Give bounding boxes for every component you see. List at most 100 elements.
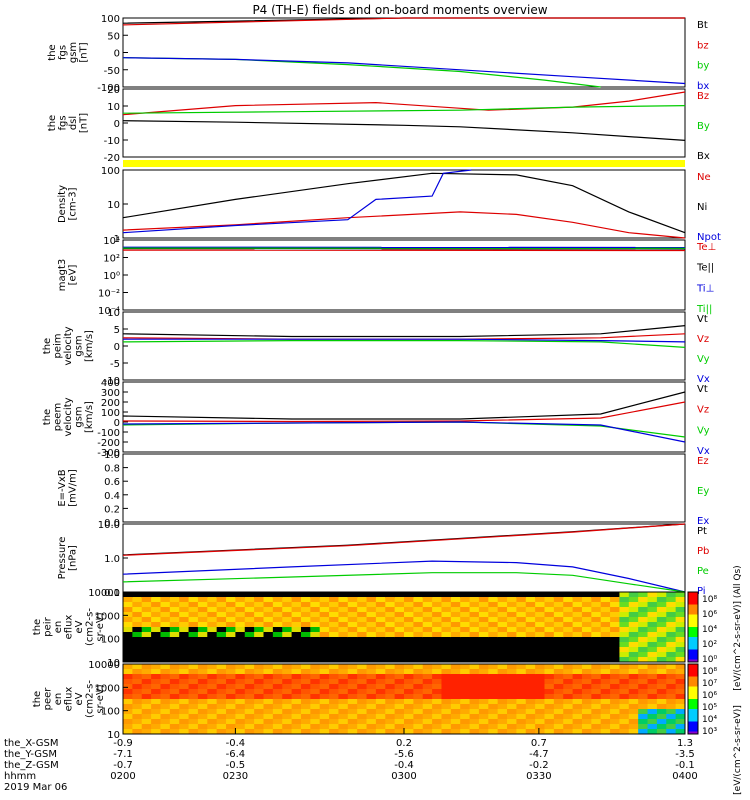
spectrogram-cell	[516, 719, 527, 725]
spectrogram-cell	[647, 622, 658, 628]
spectrogram-cell	[179, 729, 190, 735]
spectrogram-cell	[123, 637, 133, 643]
spectrogram-cell	[169, 597, 180, 603]
spectrogram-cell	[300, 592, 311, 598]
spectrogram-cell	[591, 709, 602, 715]
spectrogram-cell	[525, 602, 536, 608]
spectrogram-cell	[394, 684, 405, 690]
spectrogram-cell	[572, 617, 583, 623]
spectrogram-cell	[272, 647, 283, 653]
spectrogram-cell	[553, 704, 564, 710]
spectrogram-cell	[535, 689, 545, 695]
spectrogram-cell	[600, 657, 611, 663]
spectrogram-cell	[394, 657, 405, 663]
spectrogram-cell	[244, 684, 255, 690]
y-axis-label: [km/s]	[84, 401, 95, 433]
spectrogram-cell	[441, 674, 452, 680]
spectrogram-cell	[600, 679, 611, 685]
spectrogram-cell	[160, 719, 171, 725]
spectrogram-cell	[497, 597, 508, 603]
spectrogram-cell	[329, 592, 339, 598]
spectrogram-cell	[188, 729, 199, 735]
spectrogram-cell	[488, 679, 499, 685]
spectrogram-cell	[656, 602, 667, 608]
spectrogram-cell	[291, 719, 302, 725]
spectrogram-cell	[647, 612, 658, 618]
spectrogram-cell	[357, 709, 368, 715]
legend-entry: Ti⊥	[696, 283, 714, 294]
spectrogram-cell	[507, 664, 517, 670]
spectrogram-cell	[675, 689, 686, 695]
spectrogram-cell	[244, 632, 255, 638]
spectrogram-cell	[450, 602, 461, 608]
spectrogram-cell	[432, 652, 442, 658]
spectrogram-cell	[638, 709, 649, 715]
spectrogram-cell	[666, 714, 677, 720]
spectrogram-cell	[675, 729, 686, 735]
spectrogram-cell	[544, 729, 555, 735]
spectrogram-cell	[432, 637, 442, 643]
footer-row-label: the_X-GSM	[4, 738, 58, 749]
spectrogram-cell	[282, 689, 293, 695]
spectrogram-cell	[600, 729, 611, 735]
footer-value: -0.1	[675, 760, 695, 771]
spectrogram-cell	[404, 664, 414, 670]
spectrogram-cell	[404, 617, 414, 623]
spectrogram-cell	[366, 704, 377, 710]
spectrogram-cell	[254, 679, 264, 685]
spectrogram-cell	[123, 647, 133, 653]
spectrogram-cell	[216, 664, 227, 670]
legend-entry: Te⊥	[696, 242, 716, 253]
series-Vt	[122, 391, 686, 420]
colorbar-cell	[688, 711, 698, 715]
spectrogram-cell	[179, 709, 190, 715]
spectrogram-cell	[460, 724, 471, 730]
spectrogram-cell	[544, 699, 555, 705]
spectrogram-cell	[282, 719, 293, 725]
spectrogram-cell	[319, 657, 330, 663]
spectrogram-cell	[610, 724, 620, 730]
y-tick-label: 100	[101, 408, 120, 419]
spectrogram-cell	[563, 689, 574, 695]
spectrogram-cell	[282, 664, 293, 670]
spectrogram-cell	[366, 597, 377, 603]
spectrogram-cell	[319, 632, 330, 638]
spectrogram-cell	[394, 627, 405, 633]
spectrogram-cell	[160, 664, 171, 670]
spectrogram-cell	[291, 664, 302, 670]
spectrogram-cell	[151, 637, 161, 643]
spectrogram-cell	[357, 694, 368, 700]
spectrogram-cell	[563, 642, 574, 648]
spectrogram-cell	[132, 704, 143, 710]
spectrogram-cell	[151, 627, 161, 633]
spectrogram-cell	[666, 622, 677, 628]
spectrogram-cell	[535, 642, 545, 648]
spectrogram-cell	[497, 622, 508, 628]
spectrogram-cell	[207, 674, 218, 680]
spectrogram-cell	[375, 709, 386, 715]
spectrogram-cell	[385, 607, 396, 613]
spectrogram-cell	[516, 612, 527, 618]
spectrogram-cell	[366, 684, 377, 690]
spectrogram-cell	[235, 714, 246, 720]
spectrogram-cell	[244, 652, 255, 658]
spectrogram-cell	[375, 729, 386, 735]
spectrogram-cell	[656, 647, 667, 653]
spectrogram-cell	[525, 679, 536, 685]
spectrogram-cell	[610, 709, 620, 715]
colorbar-label: 10³	[702, 727, 717, 737]
spectrogram-cell	[347, 647, 358, 653]
spectrogram-cell	[385, 674, 396, 680]
spectrogram-cell	[628, 724, 639, 730]
spectrogram-cell	[544, 719, 555, 725]
spectrogram-cell	[235, 674, 246, 680]
spectrogram-cell	[216, 704, 227, 710]
spectrogram-cell	[197, 724, 208, 730]
spectrogram-cell	[329, 679, 339, 685]
spectrogram-cell	[244, 724, 255, 730]
spectrogram-cell	[581, 669, 592, 675]
spectrogram-cell	[572, 669, 583, 675]
spectrogram-cell	[610, 694, 620, 700]
spectrogram-cell	[628, 704, 639, 710]
spectrogram-cell	[319, 709, 330, 715]
